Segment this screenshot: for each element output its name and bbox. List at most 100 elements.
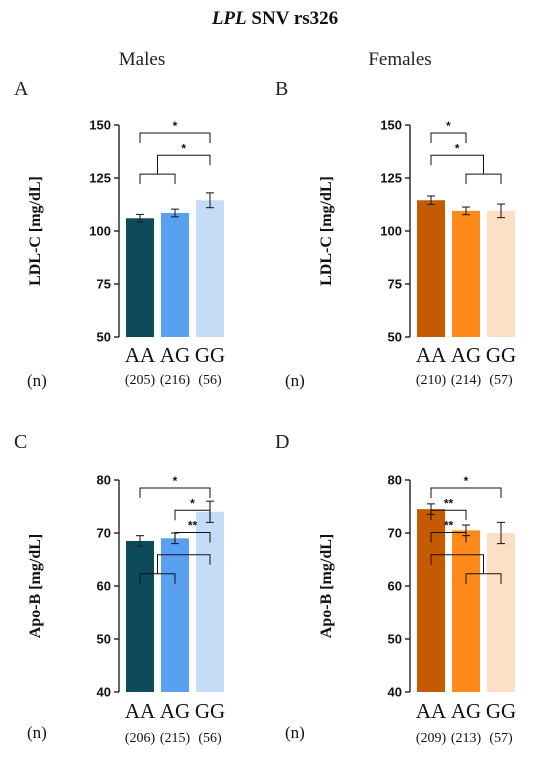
bar-gg [196,200,224,337]
group-bracket [139,173,176,185]
sample-size: (56) [198,731,222,746]
n-label: (n) [285,723,305,742]
y-tick-label: 150 [380,118,402,133]
significance-bracket [174,509,211,521]
sample-size: (57) [489,731,513,746]
significance-label: * [173,474,178,488]
x-tick-label: GG [486,699,516,723]
significance-label: * [446,119,451,133]
sample-size: (57) [489,373,513,388]
bar-ag [452,530,480,692]
x-tick-label: AA [416,343,447,367]
y-tick-label: 70 [388,526,402,541]
panel-letter: D [275,431,289,453]
figure-title: LPL SNV rs326 [211,8,338,29]
panel-a: A LDL-C [mg/dL] 50 75 100 125 150 AA (205) AG (216… [14,78,225,390]
y-axis-label: LDL-C [mg/dL] [27,176,44,286]
y-tick-label: 80 [388,473,402,488]
sample-size: (210) [416,373,447,388]
y-tick-label: 50 [388,330,402,345]
y-tick-label: 80 [97,473,111,488]
sample-size: (209) [416,731,447,746]
y-tick-label: 40 [388,685,402,700]
x-tick-label: GG [195,343,225,367]
x-tick-label: AG [160,343,190,367]
significance-label: * [173,119,178,133]
significance-bracket [430,487,502,498]
sample-size: (216) [160,373,191,388]
x-tick-label: AG [160,699,190,723]
significance-label: * [455,141,460,155]
bar-aa [126,540,154,692]
y-tick-label: 60 [97,579,111,594]
panel-letter: C [14,431,27,453]
bar-aa [417,200,445,337]
significance-label: * [181,141,186,155]
y-tick-label: 50 [97,632,111,647]
bar-ag [452,210,480,337]
panel-c: C Apo-B [mg/dL] 40 50 60 70 80 AA (206) AG (215) GG… [14,431,225,746]
y-tick-label: 70 [97,526,111,541]
title-gene: LPL [211,8,247,29]
significance-label: ** [188,519,198,533]
bar-aa [126,218,154,337]
sample-size: (214) [451,373,482,388]
y-tick-label: 50 [388,632,402,647]
group-bracket [465,173,502,185]
y-tick-label: 125 [380,171,402,186]
x-tick-label: AG [451,343,481,367]
title-rest: SNV rs326 [247,8,339,29]
panel-letter: B [275,78,288,100]
bar-ag [161,212,189,337]
panel-d: D Apo-B [mg/dL] 40 50 60 70 80 AA (209) AG (213) GG… [275,431,516,746]
n-label: (n) [27,371,47,390]
y-tick-label: 125 [89,171,111,186]
n-label: (n) [27,723,47,742]
y-axis-label: Apo-B [mg/dL] [318,534,335,638]
y-tick-label: 40 [97,685,111,700]
significance-bracket [430,554,484,574]
significance-bracket [157,154,211,175]
y-tick-label: 75 [388,277,402,292]
y-tick-label: 100 [89,224,111,239]
significance-bracket [430,132,467,143]
significance-label: * [190,496,195,510]
sample-size: (213) [451,731,482,746]
y-tick-label: 100 [380,224,402,239]
significance-bracket [139,132,211,143]
x-tick-label: GG [195,699,225,723]
significance-label: ** [444,519,454,533]
bar-gg [487,533,515,692]
significance-bracket [139,487,211,498]
y-axis-label: Apo-B [mg/dL] [27,534,44,638]
significance-bracket [430,532,467,543]
sample-size: (215) [160,731,191,746]
significance-bracket [430,509,467,521]
significance-label: * [464,474,469,488]
group-label-males: Males [119,49,165,70]
y-tick-label: 75 [97,277,111,292]
bar-gg [487,210,515,337]
sample-size: (206) [125,731,156,746]
sample-size: (205) [125,373,156,388]
y-tick-label: 150 [89,118,111,133]
x-tick-label: AA [125,343,156,367]
group-label-females: Females [368,49,431,70]
significance-bracket [430,154,484,175]
panel-letter: A [14,78,29,100]
y-tick-label: 60 [388,579,402,594]
x-tick-label: AA [125,699,156,723]
significance-label: ** [444,496,454,510]
y-tick-label: 50 [97,330,111,345]
bar-ag [161,538,189,692]
n-label: (n) [285,371,305,390]
significance-bracket [157,554,211,574]
x-tick-label: AA [416,699,447,723]
x-tick-label: AG [451,699,481,723]
significance-bracket [174,532,211,543]
panel-b: B LDL-C [mg/dL] 50 75 100 125 150 AA (210) AG (214… [275,78,516,390]
x-tick-label: GG [486,343,516,367]
y-axis-label: LDL-C [mg/dL] [318,176,335,286]
sample-size: (56) [198,373,222,388]
